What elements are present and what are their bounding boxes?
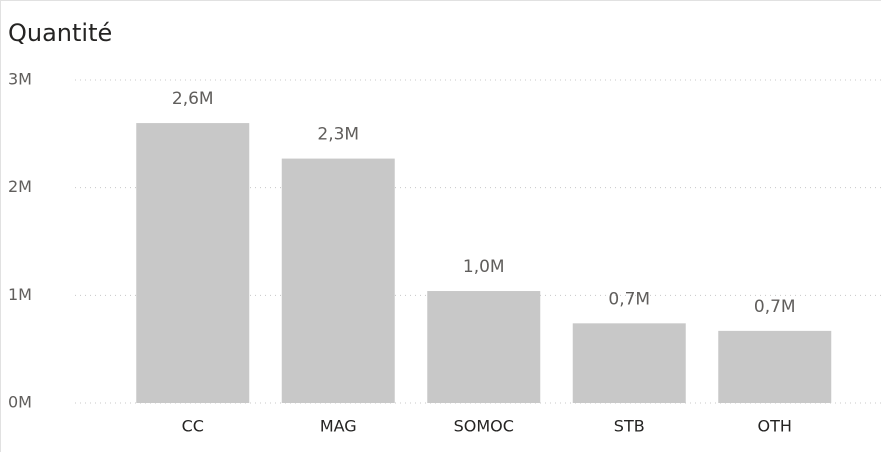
x-tick-label: CC bbox=[182, 417, 204, 436]
x-tick-label: MAG bbox=[320, 417, 357, 436]
data-label: 0,7M bbox=[754, 297, 796, 317]
data-label: 1,0M bbox=[463, 257, 505, 277]
y-tick-label: 3M bbox=[8, 70, 32, 89]
bar bbox=[572, 323, 686, 403]
x-tick-label: SOMOC bbox=[454, 417, 514, 436]
bar bbox=[136, 123, 250, 404]
data-label: 2,3M bbox=[317, 125, 359, 145]
chart-title: Quantité bbox=[8, 19, 112, 47]
y-tick-label: 1M bbox=[8, 285, 32, 304]
bar bbox=[281, 158, 395, 403]
data-label: 0,7M bbox=[608, 289, 650, 309]
x-tick-label: OTH bbox=[758, 417, 792, 436]
y-tick-label: 2M bbox=[8, 177, 32, 196]
x-tick-label: STB bbox=[614, 417, 645, 436]
bar bbox=[427, 291, 541, 403]
data-label: 2,6M bbox=[172, 89, 214, 109]
bar bbox=[718, 330, 832, 403]
y-tick-label: 0M bbox=[8, 393, 32, 412]
